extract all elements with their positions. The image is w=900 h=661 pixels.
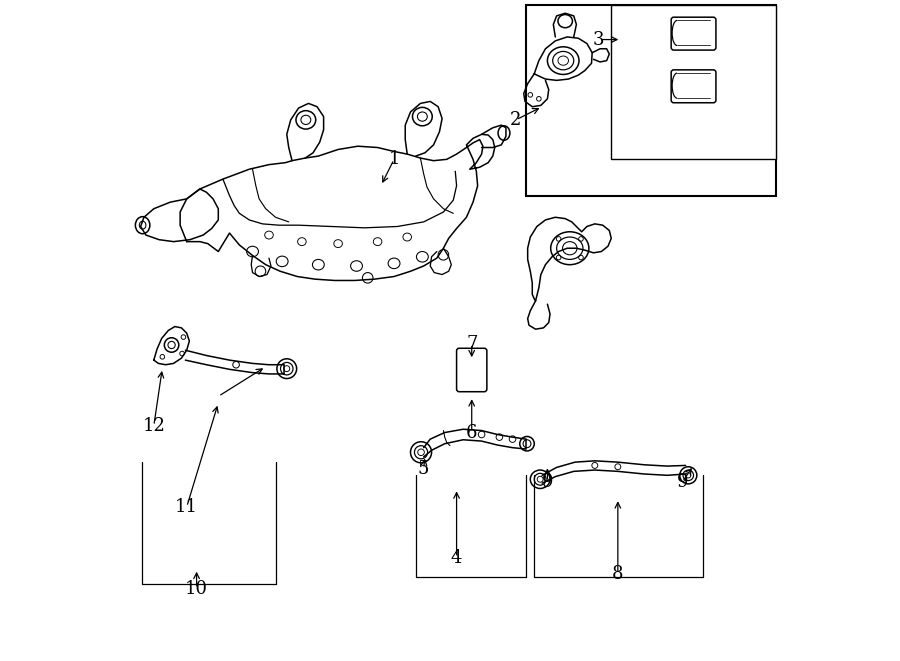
Text: 2: 2 xyxy=(510,111,521,129)
Text: 4: 4 xyxy=(451,549,463,566)
Bar xyxy=(526,5,776,196)
Text: 7: 7 xyxy=(466,334,477,353)
Text: 11: 11 xyxy=(176,498,198,516)
FancyBboxPatch shape xyxy=(671,70,716,102)
Text: 6: 6 xyxy=(466,424,478,442)
Text: 10: 10 xyxy=(185,580,208,598)
Text: 3: 3 xyxy=(593,30,605,48)
FancyBboxPatch shape xyxy=(671,17,716,50)
Text: 9: 9 xyxy=(677,473,688,491)
Text: 12: 12 xyxy=(142,417,166,435)
Text: 1: 1 xyxy=(388,150,400,169)
Text: 5: 5 xyxy=(418,460,429,478)
FancyBboxPatch shape xyxy=(456,348,487,392)
Text: 9: 9 xyxy=(542,473,554,491)
Bar xyxy=(611,5,776,159)
Text: 8: 8 xyxy=(612,565,624,583)
